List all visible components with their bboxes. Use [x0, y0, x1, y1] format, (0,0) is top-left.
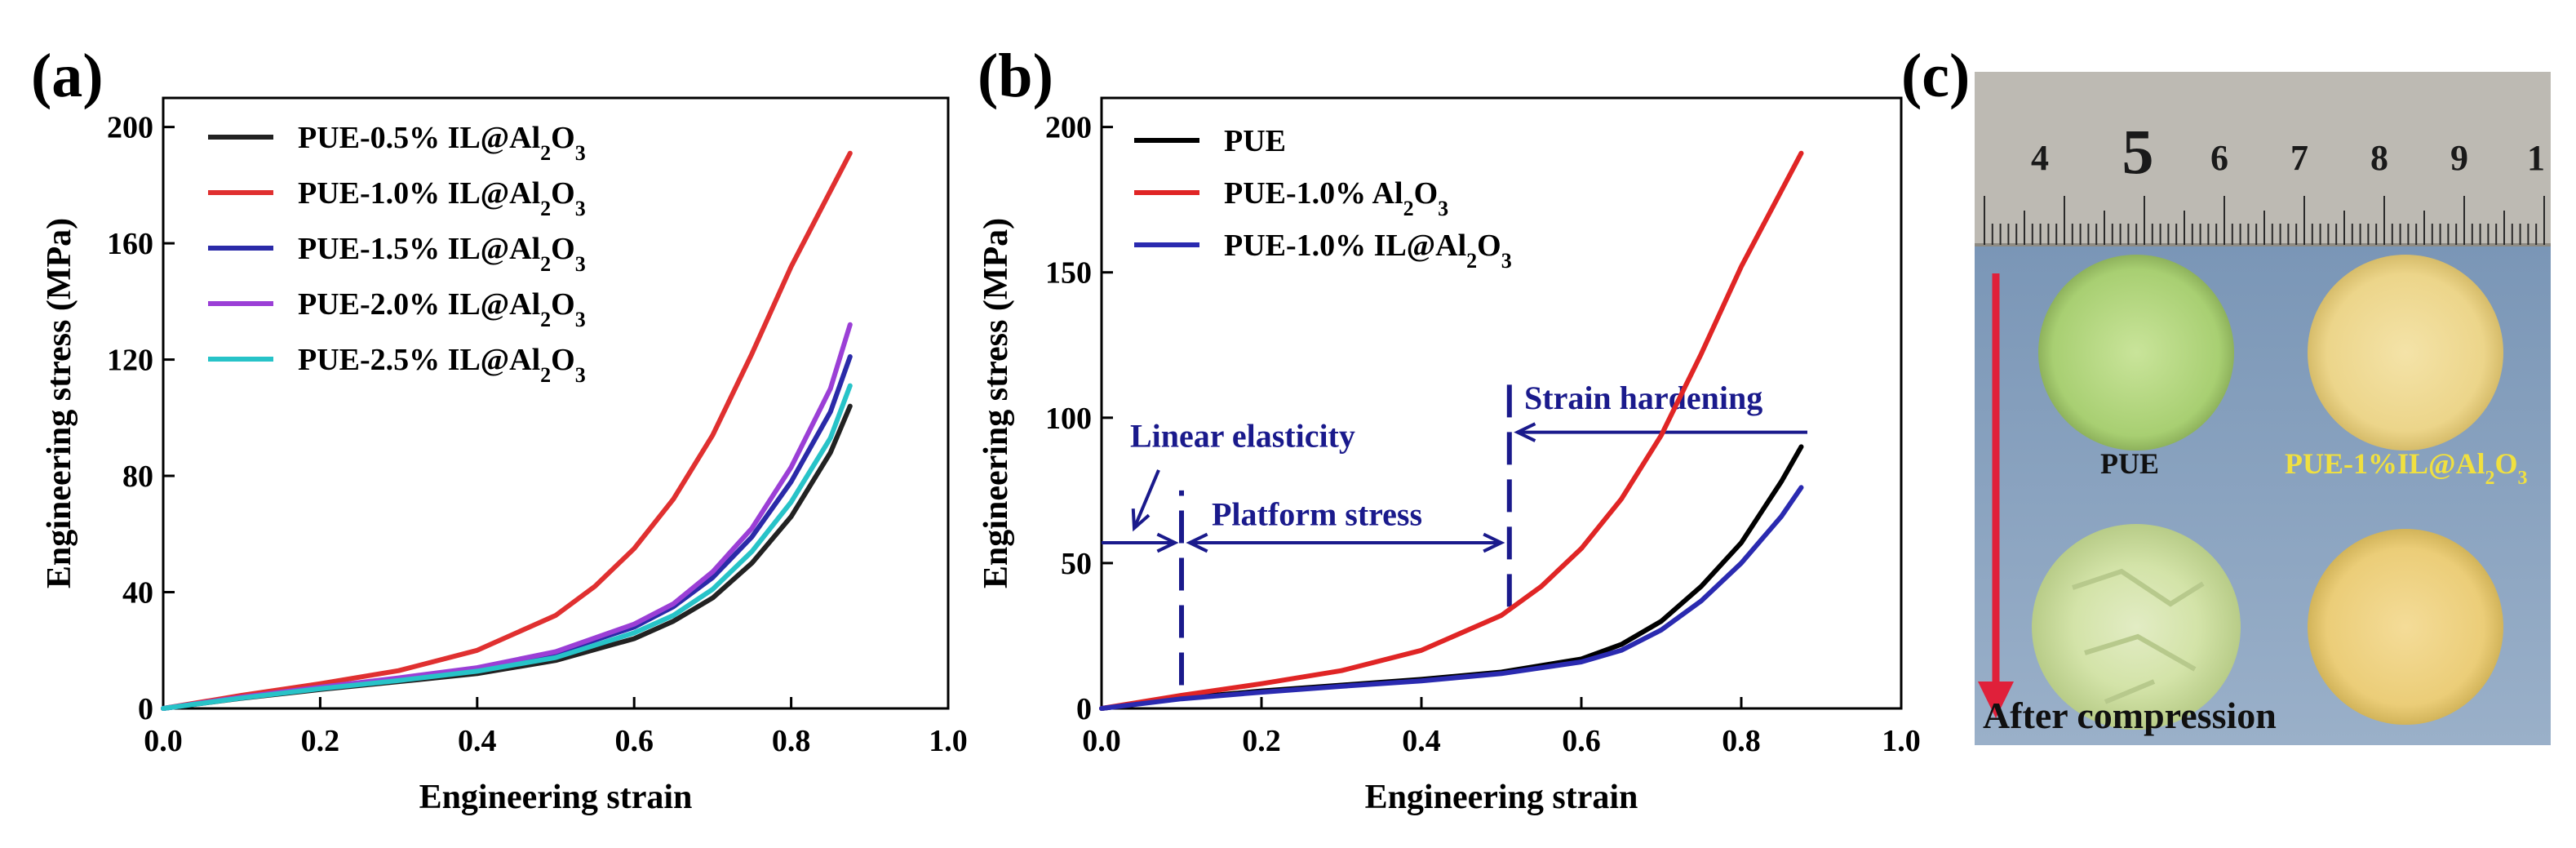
y-tick-label: 80 [122, 460, 153, 494]
label-platform-stress: Platform stress [1212, 496, 1422, 533]
x-tick-label: 0.2 [301, 724, 340, 758]
y-tick-label: 160 [107, 227, 153, 261]
chart-b: (b) 0.0 0.2 0.4 0.6 0.8 1.0 0 50 100 150 200 Line… [978, 42, 1921, 816]
sample-pue-il-before [2308, 255, 2503, 451]
y-tick-label: 0 [138, 692, 153, 726]
y-tick-label: 40 [122, 576, 153, 610]
panel-letter-c: (c) [1901, 42, 1970, 110]
x-tick-label: 1.0 [929, 724, 968, 758]
plot-frame-b [1100, 96, 1903, 710]
x-tick-label: 1.0 [1882, 724, 1921, 758]
ruler [1975, 72, 2551, 245]
legend-label-a-2: PUE-1.5% IL@Al2O3 [298, 232, 586, 276]
y-axis-b: 0 50 100 150 200 [1045, 111, 1113, 726]
x-tick-label: 0.8 [772, 724, 811, 758]
chart-a: (a) 0.0 0.2 0.4 0.6 0.8 1.0 0 40 80 120 160 200 PU… [31, 42, 968, 816]
label-strain-hardening: Strain hardening [1524, 380, 1762, 416]
plot-frame-a [162, 96, 950, 710]
ruler-number: 7 [2290, 138, 2308, 178]
x-tick-label: 0.0 [1082, 724, 1121, 758]
series-line-a-3 [161, 322, 853, 711]
annotation-arrow-shaft [1133, 469, 1160, 529]
photo-panel: (c) [1901, 42, 2551, 745]
annotation-arrow-head [1186, 532, 1208, 553]
photo-label-pue-il: PUE-1%IL@Al2O3 [2285, 447, 2528, 489]
sample-pue-il-after [2308, 529, 2503, 725]
y-tick-label: 100 [1045, 402, 1092, 436]
x-tick-label: 0.4 [458, 724, 497, 758]
ruler-number: 1 [2527, 138, 2545, 178]
y-axis-a: 0 40 80 120 160 200 [107, 111, 175, 726]
x-tick-label: 0.4 [1402, 724, 1441, 758]
legend-label-b-2: PUE-1.0% IL@Al2O3 [1224, 229, 1512, 273]
photo-caption: After compression [1983, 695, 2277, 736]
panel-letter-b: (b) [978, 42, 1053, 110]
x-axis-label-a: Engineering strain [419, 779, 693, 816]
legend-label-a-3: PUE-2.0% IL@Al2O3 [298, 287, 586, 331]
x-tick-label: 0.6 [614, 724, 654, 758]
label-linear-elasticity: Linear elasticity [1130, 417, 1355, 454]
sample-pue-after [2032, 524, 2241, 730]
series-group-b [1099, 150, 1804, 711]
y-tick-label: 150 [1045, 256, 1092, 291]
y-tick-label: 50 [1061, 547, 1092, 581]
annotation-arrow-head [1514, 422, 1536, 442]
x-axis-a: 0.0 0.2 0.4 0.6 0.8 1.0 [144, 697, 968, 758]
x-tick-label: 0.2 [1242, 724, 1281, 758]
series-group-a [161, 150, 853, 711]
legend-a: PUE-0.5% IL@Al2O3 PUE-1.0% IL@Al2O3 PUE-1.… [208, 121, 586, 387]
x-axis-label-b: Engineering strain [1365, 779, 1638, 816]
panel-letter-a: (a) [31, 42, 104, 110]
x-tick-label: 0.8 [1722, 724, 1761, 758]
crack-marks [2072, 568, 2205, 704]
series-line-a-4 [161, 383, 853, 711]
x-tick-label: 0.0 [144, 724, 183, 758]
series-line-a-1 [161, 150, 853, 711]
ruler-number: 4 [2031, 138, 2049, 178]
y-tick-label: 200 [1045, 111, 1092, 145]
series-line-b-1 [1099, 150, 1804, 711]
ruler-number: 5 [2122, 116, 2154, 187]
sample-pue-before [2038, 255, 2234, 451]
legend-label-b-0: PUE [1224, 124, 1286, 158]
series-line-b-0 [1099, 444, 1804, 711]
ruler-number: 8 [2370, 138, 2388, 178]
ruler-number: 6 [2210, 138, 2228, 178]
legend-label-a-4: PUE-2.5% IL@Al2O3 [298, 343, 586, 387]
y-tick-label: 200 [107, 111, 153, 145]
ruler-numbers: 4 5 6 7 8 9 1 [2031, 116, 2545, 187]
x-axis-b: 0.0 0.2 0.4 0.6 0.8 1.0 [1082, 697, 1921, 758]
legend-b: PUE PUE-1.0% Al2O3 PUE-1.0% IL@Al2O3 [1134, 124, 1512, 273]
annotation-arrow-head [1131, 508, 1151, 532]
annotation-arrow-head [1156, 532, 1179, 553]
legend-label-a-1: PUE-1.0% IL@Al2O3 [298, 176, 586, 220]
y-tick-label: 120 [107, 344, 153, 378]
y-axis-label-a: Engineering stress (MPa) [41, 218, 78, 588]
legend-label-a-0: PUE-0.5% IL@Al2O3 [298, 121, 586, 165]
annotations-b: Linear elasticity Platform stress Strain… [1102, 374, 1807, 686]
legend-label-b-1: PUE-1.0% Al2O3 [1224, 176, 1448, 220]
y-tick-label: 0 [1076, 692, 1092, 726]
compression-arrow-head [1978, 682, 2014, 718]
x-tick-label: 0.6 [1562, 724, 1601, 758]
y-axis-label-b: Engineering stress (MPa) [978, 218, 1015, 588]
ruler-ticks [1984, 196, 2545, 245]
photo-label-pue: PUE [2100, 447, 2159, 480]
ruler-number: 9 [2450, 138, 2468, 178]
series-line-b-2 [1099, 485, 1804, 711]
